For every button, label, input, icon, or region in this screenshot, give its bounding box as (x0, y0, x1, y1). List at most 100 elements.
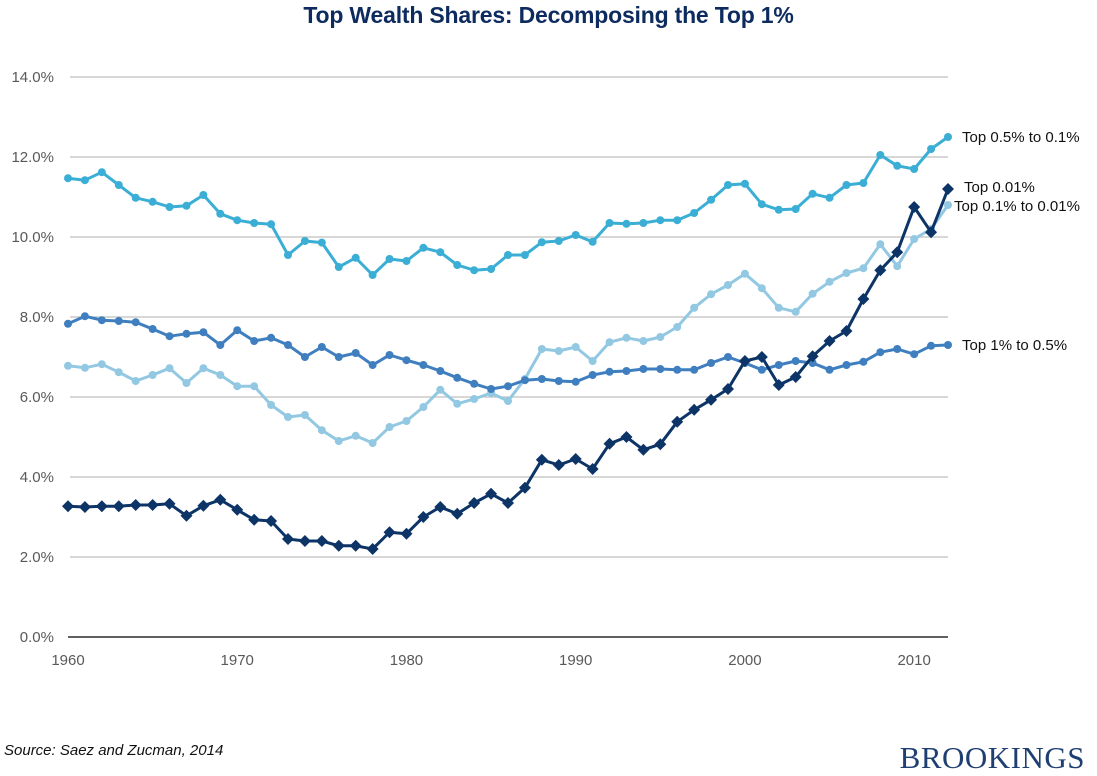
data-point (419, 361, 428, 369)
data-point (214, 493, 227, 506)
data-point (806, 350, 819, 363)
data-point (233, 326, 242, 335)
series-line (67, 204, 950, 445)
y-tick-label: 10.0% (11, 229, 54, 246)
x-tick-label: 1960 (51, 652, 84, 669)
data-point (468, 497, 481, 509)
data-point (351, 349, 360, 357)
y-tick-label: 4.0% (20, 469, 54, 486)
data-point (265, 515, 278, 527)
data-point (588, 237, 597, 246)
data-point (199, 191, 208, 199)
data-point (402, 417, 411, 425)
data-point (859, 264, 868, 273)
data-point (842, 269, 851, 277)
data-point (165, 332, 174, 341)
x-tick-label: 1980 (390, 652, 423, 669)
y-tick-label: 6.0% (20, 389, 54, 406)
data-point (163, 497, 176, 510)
data-point (182, 201, 191, 210)
data-point (451, 507, 464, 520)
data-point (588, 371, 597, 379)
data-point (639, 219, 648, 227)
data-point (724, 353, 732, 361)
data-point (910, 165, 919, 173)
data-point (823, 335, 836, 347)
data-point (876, 348, 885, 357)
data-point (586, 463, 599, 475)
data-point (197, 499, 210, 512)
data-point (385, 423, 394, 431)
data-point (334, 437, 343, 445)
data-point (690, 365, 699, 374)
data-point (400, 527, 413, 540)
data-point (131, 377, 140, 385)
data-point (64, 319, 72, 328)
data-point (434, 501, 447, 513)
data-point (654, 438, 667, 451)
legend: Top 0.5% to 0.1% Top 0.01% Top 0.1% to 0.0… (954, 129, 1080, 354)
data-point (671, 415, 684, 428)
data-point (571, 231, 580, 239)
data-point (470, 266, 479, 275)
data-point (233, 382, 242, 391)
data-point (620, 431, 633, 443)
data-point (487, 385, 496, 393)
y-tick-label: 0.0% (20, 629, 54, 646)
data-point (267, 401, 276, 409)
data-point (129, 499, 142, 511)
data-point (656, 216, 665, 225)
data-point (842, 181, 851, 189)
data-point (724, 281, 732, 289)
data-point (639, 365, 648, 373)
x-tick-label: 2000 (728, 652, 761, 669)
source-note: Source: Saez and Zucman, 2014 (4, 742, 224, 759)
x-tick-label: 1970 (221, 652, 254, 669)
data-point (368, 271, 377, 279)
y-tick-label: 12.0% (11, 149, 54, 166)
data-point (535, 453, 548, 466)
data-point (944, 201, 952, 209)
data-point (774, 303, 783, 312)
data-point (893, 161, 902, 170)
gridlines (70, 76, 948, 558)
data-point (554, 347, 563, 355)
data-point (622, 367, 631, 375)
data-point (216, 209, 225, 218)
x-tick-label: 1990 (559, 652, 592, 669)
data-point (368, 361, 377, 369)
data-point (199, 364, 208, 373)
data-point (182, 379, 191, 387)
data-point (588, 357, 597, 365)
data-point (772, 379, 785, 391)
data-point (300, 353, 309, 361)
data-point (334, 263, 343, 271)
data-point (927, 145, 936, 153)
data-point (876, 240, 885, 249)
chart-title: Top Wealth Shares: Decomposing the Top 1… (303, 2, 794, 28)
data-point (64, 361, 72, 370)
data-point (332, 539, 345, 552)
data-point (233, 216, 242, 225)
data-point (942, 183, 954, 195)
data-point (891, 246, 904, 259)
data-point (368, 439, 377, 447)
data-point (146, 499, 159, 511)
data-point (791, 307, 800, 316)
data-point (470, 395, 479, 403)
data-point (925, 226, 938, 239)
series-top-0-1-to-0-01- (64, 201, 952, 447)
y-axis-ticks: 0.0% 2.0% 4.0% 6.0% 8.0% 10.0% 12.0% 14.0% (11, 69, 54, 646)
data-point (707, 195, 716, 204)
data-point (908, 201, 921, 213)
series-group (62, 133, 954, 555)
data-point (250, 219, 259, 227)
data-point (165, 203, 174, 211)
data-point (688, 403, 701, 416)
data-point (282, 533, 294, 545)
data-point (62, 500, 74, 513)
data-point (383, 526, 396, 539)
data-point (910, 350, 919, 359)
data-point (165, 364, 174, 373)
